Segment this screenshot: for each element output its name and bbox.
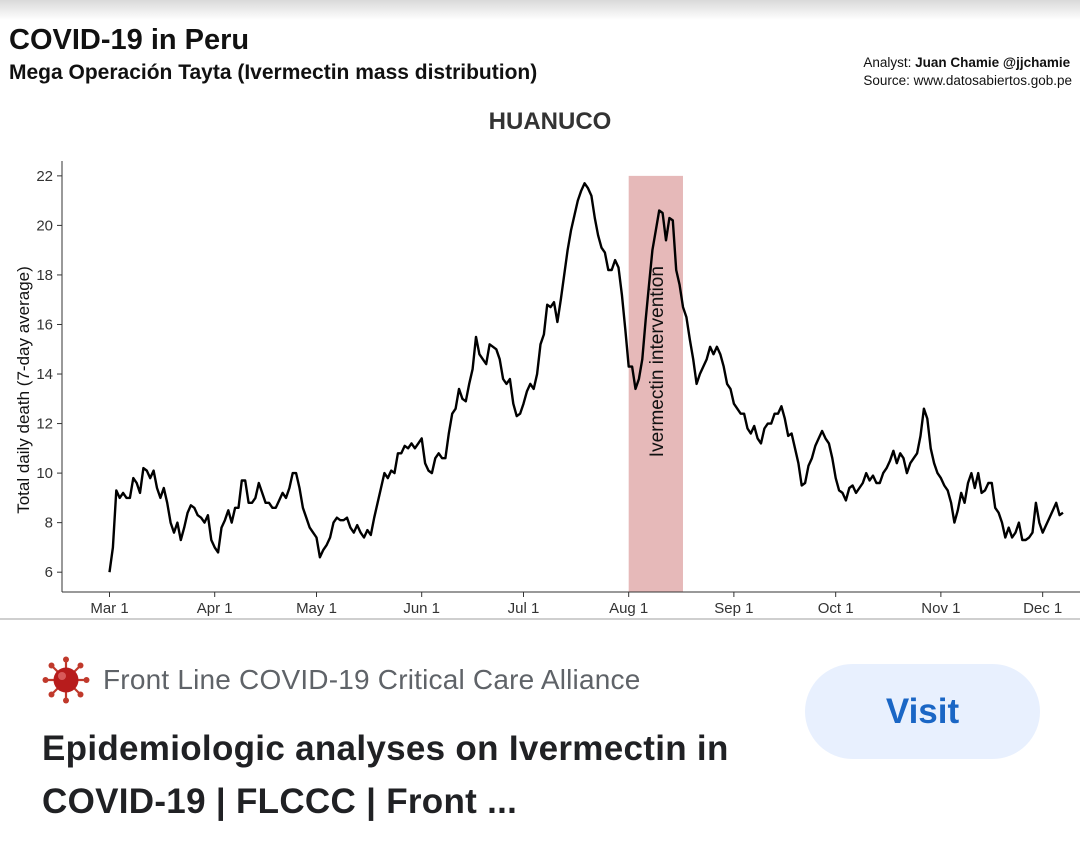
analyst-name: Juan Chamie @jjchamie xyxy=(915,55,1071,70)
x-tick-label: Nov 1 xyxy=(921,600,960,617)
y-tick-label: 22 xyxy=(36,168,53,185)
deaths-series-line xyxy=(108,182,1064,573)
line-chart: 6 8 10 12 14 16 18 20 22 Mar 1 Apr 1 May 1 Jun 1 Jul… xyxy=(14,161,1080,617)
y-tick-label: 8 xyxy=(45,515,53,532)
chart-subtitle: Mega Operación Tayta (Ivermectin mass di… xyxy=(9,61,538,84)
y-tick-label: 16 xyxy=(36,316,53,333)
x-tick-label: Jul 1 xyxy=(508,600,540,617)
y-tick-label: 14 xyxy=(36,366,53,383)
top-shadow xyxy=(0,0,1080,20)
y-tick-label: 10 xyxy=(36,465,53,482)
x-tick-label: Aug 1 xyxy=(609,600,648,617)
visit-button[interactable]: Visit xyxy=(805,664,1040,759)
analyst-label: Analyst: xyxy=(863,55,916,70)
data-source: Source: www.datosabiertos.gob.pe xyxy=(863,73,1072,88)
panel-title: HUANUCO xyxy=(488,108,612,135)
y-tick-label: 12 xyxy=(36,416,53,433)
divider xyxy=(0,618,1080,620)
y-axis-label: Total daily death (7-day average) xyxy=(14,266,33,514)
y-tick-label: 18 xyxy=(36,267,53,284)
y-tick-label: 20 xyxy=(36,217,53,234)
virus-logo-icon xyxy=(42,656,90,704)
search-result-card: Front Line COVID-19 Critical Care Allian… xyxy=(0,620,1080,851)
x-tick-label: Oct 1 xyxy=(818,600,854,617)
x-tick-label: May 1 xyxy=(296,600,337,617)
y-tick-label: 6 xyxy=(45,564,53,581)
x-tick-label: Jun 1 xyxy=(403,600,440,617)
chart-image[interactable]: 6 8 10 12 14 16 18 20 22 Mar 1 Apr 1 May 1 Jun 1 Jul… xyxy=(0,20,1080,618)
region-label: Ivermectin intervention xyxy=(647,266,668,457)
analyst-credit: Analyst: Juan Chamie @jjchamie Source: w… xyxy=(863,54,1072,90)
chart-title: COVID-19 in Peru xyxy=(9,24,250,56)
result-title-link[interactable]: Epidemiologic analyses on Ivermectin in … xyxy=(42,729,729,821)
x-tick-label: Apr 1 xyxy=(197,600,233,617)
source-name[interactable]: Front Line COVID-19 Critical Care Allian… xyxy=(103,664,641,695)
x-tick-label: Mar 1 xyxy=(90,600,128,617)
x-tick-label: Dec 1 xyxy=(1023,600,1062,617)
x-tick-label: Sep 1 xyxy=(714,600,753,617)
